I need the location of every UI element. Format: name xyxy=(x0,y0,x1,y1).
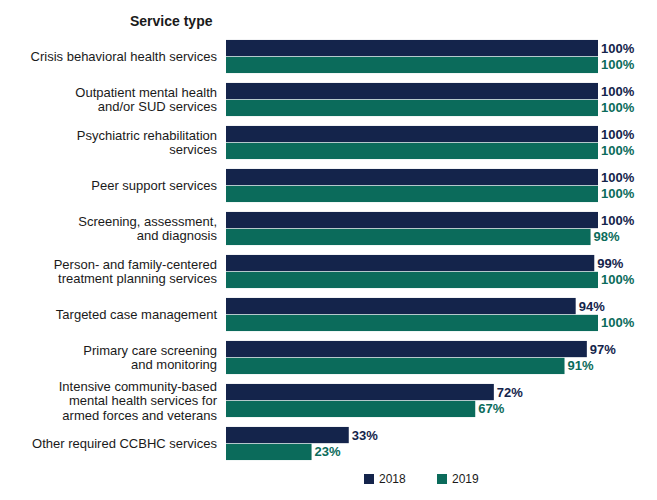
tick-label-line: treatment planning services xyxy=(58,271,217,286)
data-labels: 100%100%100%100%100%99%94%97%72%33%100%1… xyxy=(315,41,635,460)
data-label: 100% xyxy=(601,100,635,115)
bar xyxy=(226,83,598,99)
legend-label: 2019 xyxy=(452,472,479,486)
tick: Outpatient mental healthand/or SUD servi… xyxy=(75,85,217,115)
bar xyxy=(226,298,576,314)
data-label: 100% xyxy=(601,213,635,228)
chart: Service type100%100%100%100%100%99%94%97… xyxy=(0,0,657,500)
tick: Person- and family-centeredtreatment pla… xyxy=(54,257,218,287)
tick-label-line: Screening, assessment, xyxy=(78,214,217,229)
tick-label-line: Peer support services xyxy=(91,178,217,193)
tick-label-line: Person- and family-centered xyxy=(54,257,217,272)
series-bars xyxy=(226,57,598,460)
tick-label-line: Targeted case management xyxy=(56,307,218,322)
tick-label-line: and diagnosis xyxy=(137,228,218,243)
data-label: 100% xyxy=(601,41,635,56)
series-bars xyxy=(226,40,598,443)
data-label: 100% xyxy=(601,315,635,330)
legend-label: 2018 xyxy=(379,472,406,486)
data-label: 100% xyxy=(601,272,635,287)
bar xyxy=(226,186,598,202)
data-label: 33% xyxy=(352,428,378,443)
bar xyxy=(226,358,565,374)
tick-label: Peer support services xyxy=(91,178,217,193)
tick-label: Outpatient mental healthand/or SUD servi… xyxy=(75,85,217,115)
tick-label-line: Other required CCBHC services xyxy=(32,436,217,451)
data-label: 100% xyxy=(601,143,635,158)
bar xyxy=(226,100,598,116)
tick: Peer support services xyxy=(91,178,217,193)
tick-label-line: services xyxy=(169,142,217,157)
data-label: 99% xyxy=(597,256,623,271)
tick-label-line: mental health services for xyxy=(69,393,218,408)
tick-label-line: Outpatient mental health xyxy=(75,85,217,100)
bar xyxy=(226,212,598,228)
tick-label: Psychiatric rehabilitationservices xyxy=(77,128,218,158)
data-label: 23% xyxy=(315,444,341,459)
tick-label: Primary care screeningand monitoring xyxy=(83,343,217,373)
bar xyxy=(226,40,598,56)
tick-label-line: armed forces and veterans xyxy=(62,408,217,423)
tick-label: Intensive community-basedmental health s… xyxy=(59,379,218,423)
tick-label-line: Primary care screening xyxy=(83,343,217,358)
tick-label: Person- and family-centeredtreatment pla… xyxy=(54,257,218,287)
data-label: 100% xyxy=(601,127,635,142)
data-label: 94% xyxy=(579,299,605,314)
bar xyxy=(226,57,598,73)
tick-label: Other required CCBHC services xyxy=(32,436,217,451)
bar xyxy=(226,169,598,185)
tick-label: Crisis behavioral health services xyxy=(31,49,218,64)
tick: Psychiatric rehabilitationservices xyxy=(77,128,218,158)
legend: 2018 2019 xyxy=(364,472,479,486)
bar xyxy=(226,384,494,400)
tick: Screening, assessment,and diagnosis xyxy=(78,214,217,244)
data-label: 100% xyxy=(601,186,635,201)
tick-label: Targeted case management xyxy=(56,307,218,322)
tick-label-line: and/or SUD services xyxy=(98,99,218,114)
bar xyxy=(226,315,598,331)
axis-title: Service type xyxy=(130,13,213,29)
bar xyxy=(226,272,598,288)
tick-label-line: Crisis behavioral health services xyxy=(31,49,218,64)
data-label: 67% xyxy=(478,401,504,416)
tick: Targeted case management xyxy=(56,307,218,322)
data-label: 98% xyxy=(594,229,620,244)
tick-label-line: and monitoring xyxy=(131,357,217,372)
data-label: 100% xyxy=(601,57,635,72)
tick-label: Screening, assessment,and diagnosis xyxy=(78,214,217,244)
tick: Primary care screeningand monitoring xyxy=(83,343,217,373)
bar xyxy=(226,444,312,460)
data-label: 100% xyxy=(601,84,635,99)
tick-label-line: Intensive community-based xyxy=(59,379,217,394)
bar xyxy=(226,143,598,159)
tick: Intensive community-basedmental health s… xyxy=(59,379,218,423)
data-label: 91% xyxy=(568,358,594,373)
category-axis: Crisis behavioral health services Outpati… xyxy=(31,49,218,451)
bar xyxy=(226,255,594,271)
bar xyxy=(226,427,349,443)
legend-swatch xyxy=(437,474,447,484)
bars xyxy=(226,40,598,460)
bar xyxy=(226,229,591,245)
data-label: 72% xyxy=(497,385,523,400)
data-label: 97% xyxy=(590,342,616,357)
tick-label-line: Psychiatric rehabilitation xyxy=(77,128,217,143)
bar xyxy=(226,126,598,142)
tick: Other required CCBHC services xyxy=(32,436,217,451)
data-label: 100% xyxy=(601,170,635,185)
legend-swatch xyxy=(364,474,374,484)
bar xyxy=(226,341,587,357)
bar xyxy=(226,401,475,417)
tick: Crisis behavioral health services xyxy=(31,49,218,64)
